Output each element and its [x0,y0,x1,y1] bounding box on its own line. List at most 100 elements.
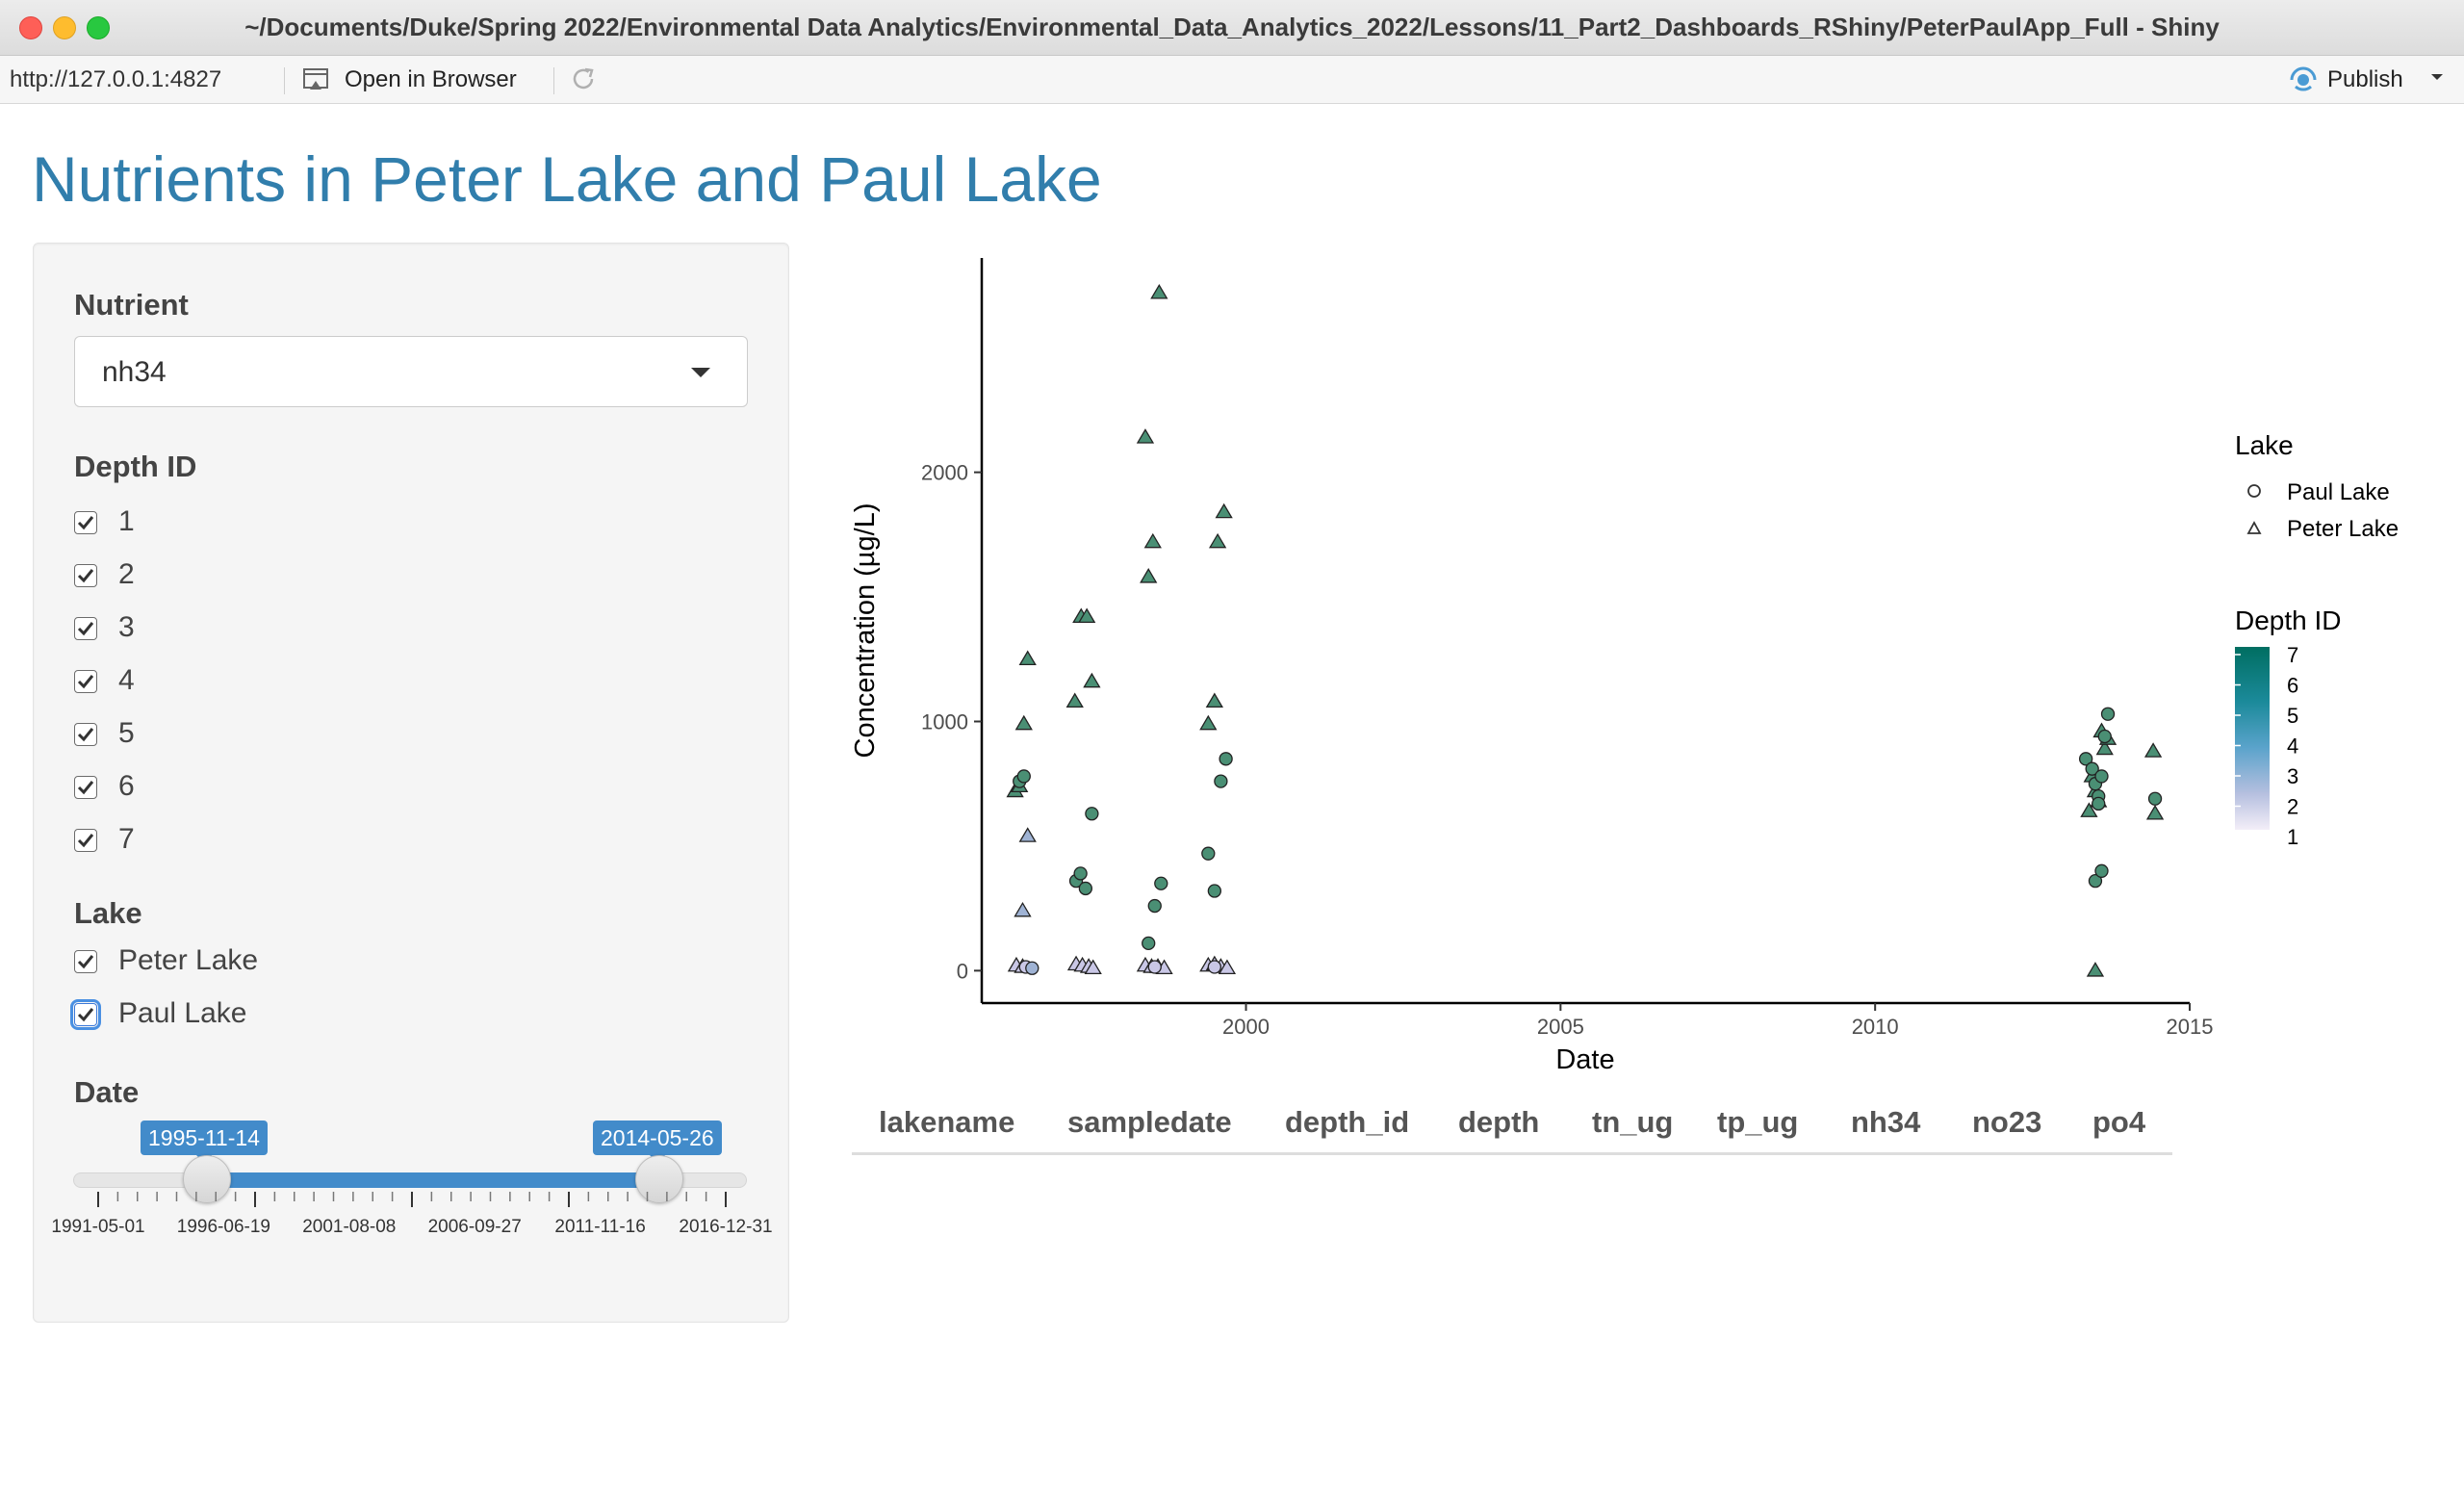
lake-label: Lake [74,896,142,930]
depth-checkbox[interactable] [74,617,97,640]
lake-checkbox-label: Paul Lake [118,997,247,1029]
lake-checkbox[interactable] [70,999,101,1030]
refresh-icon[interactable] [568,64,599,94]
zoom-window-button[interactable] [87,16,110,39]
data-point-triangle [1014,901,1032,917]
nutrient-select-value: nh34 [102,356,167,388]
y-tick-label: 0 [957,959,968,983]
sidebar-panel: Nutrient nh34 Depth ID 1 2 3 4 5 6 7 Lake Pete… [33,243,789,1323]
data-point-triangle [2143,742,2163,758]
data-point-circle [1207,960,1221,974]
table-column-header[interactable]: no23 [1972,1105,2042,1139]
slider-tick-label: 1996-06-19 [176,1217,270,1237]
data-point-circle [1147,960,1162,974]
data-point-circle [1016,769,1031,784]
data-point-triangle [1136,428,1155,444]
data-point-triangle [1143,532,1162,549]
depth-checkbox-label: 7 [118,823,135,855]
depth-checkbox-label: 5 [118,717,135,749]
depth-checkbox[interactable] [74,776,97,799]
table-column-header[interactable]: tn_ug [1592,1105,1674,1139]
url-label[interactable]: http://127.0.0.1:4827 [10,66,222,92]
data-point-triangle [2145,804,2165,820]
page-title: Nutrients in Peter Lake and Paul Lake [32,143,1102,215]
data-point-triangle [1014,714,1033,731]
data-point-circle [2100,707,2116,721]
date-slider-from-handle[interactable] [183,1155,231,1203]
depth-legend-label: 4 [2287,734,2298,759]
table-column-header[interactable]: nh34 [1851,1105,1921,1139]
depth-checkbox[interactable] [74,723,97,746]
date-to-label: 2014-05-26 [593,1120,722,1163]
legend-depth-title: Depth ID [2235,605,2342,635]
data-point-circle [2094,863,2109,878]
data-point-circle [1142,936,1156,951]
data-point-triangle [1199,714,1218,731]
chevron-down-icon[interactable] [2427,67,2447,87]
date-slider-ticks [97,1192,727,1207]
y-axis-title: Concentration (µg/L) [850,503,881,759]
depth-checkbox[interactable] [74,564,97,587]
minimize-window-button[interactable] [53,16,76,39]
toolbar-separator [284,67,285,94]
viewer-toolbar: http://127.0.0.1:4827 Open in Browser Pu… [0,56,2464,104]
y-tick-label: 2000 [921,461,968,485]
data-point-circle [1219,752,1233,766]
data-point-triangle [2080,802,2098,817]
data-point-circle [1154,876,1168,890]
data-point-triangle [2095,739,2114,756]
close-window-button[interactable] [19,16,42,39]
depth-checkbox-label: 3 [118,611,135,643]
publish-icon[interactable] [2287,64,2320,96]
data-point-circle [1214,774,1228,788]
open-browser-icon[interactable] [302,65,331,92]
y-tick-label: 1000 [921,709,968,734]
depth-id-label: Depth ID [74,450,197,483]
data-point-triangle [1208,532,1227,549]
date-slider-to-handle[interactable] [635,1155,683,1203]
publish-button[interactable]: Publish [2327,66,2403,92]
data-point-circle [2094,769,2109,784]
date-slider-range[interactable] [207,1172,659,1188]
depth-checkbox[interactable] [74,511,97,534]
table-column-header[interactable]: depth [1458,1105,1540,1139]
table-column-header[interactable]: lakename [879,1105,1015,1139]
open-in-browser-button[interactable]: Open in Browser [345,66,517,92]
x-tick-label: 2010 [1852,1015,1899,1039]
depth-legend-label: 1 [2287,825,2298,849]
data-point-triangle [2086,962,2105,977]
legend-lake-item: Paul Lake [2287,479,2390,505]
slider-tick-label: 1991-05-01 [51,1217,145,1237]
lake-checkbox[interactable] [74,950,97,973]
depth-legend-label: 3 [2287,764,2298,788]
legend-circle-marker [2247,484,2261,498]
depth-checkbox[interactable] [74,670,97,693]
window-title: ~/Documents/Duke/Spring 2022/Environment… [244,13,2220,41]
depth-checkbox-label: 1 [118,505,135,537]
data-point-circle [2097,729,2112,744]
table-column-header[interactable]: depth_id [1285,1105,1410,1139]
lake-checkbox-label: Peter Lake [118,944,259,976]
depth-legend-label: 2 [2287,795,2298,819]
table-column-header[interactable]: sampledate [1067,1105,1232,1139]
data-point-circle [2088,874,2103,889]
data-point-triangle [1065,692,1084,708]
depth-checkbox[interactable] [74,829,97,852]
data-point-circle [1073,866,1088,881]
data-point-triangle [1084,959,1102,975]
legend-lake-item: Peter Lake [2287,516,2399,542]
data-point-circle [1201,846,1216,861]
slider-tick-label: 2001-08-08 [302,1217,397,1237]
data-point-triangle [1083,672,1101,688]
nutrient-select[interactable]: nh34 [74,336,748,407]
table-column-header[interactable]: po4 [2092,1105,2146,1139]
data-point-triangle [1218,959,1237,975]
legend-lake-title: Lake [2235,430,2294,460]
slider-tick-label: 2011-11-16 [554,1217,646,1237]
data-point-circle [2085,761,2099,776]
depth-checkbox-label: 2 [118,558,135,590]
depth-checkbox-label: 6 [118,770,135,802]
depth-legend-label: 7 [2287,643,2298,667]
chevron-down-icon [691,368,710,377]
table-column-header[interactable]: tp_ug [1717,1105,1799,1139]
